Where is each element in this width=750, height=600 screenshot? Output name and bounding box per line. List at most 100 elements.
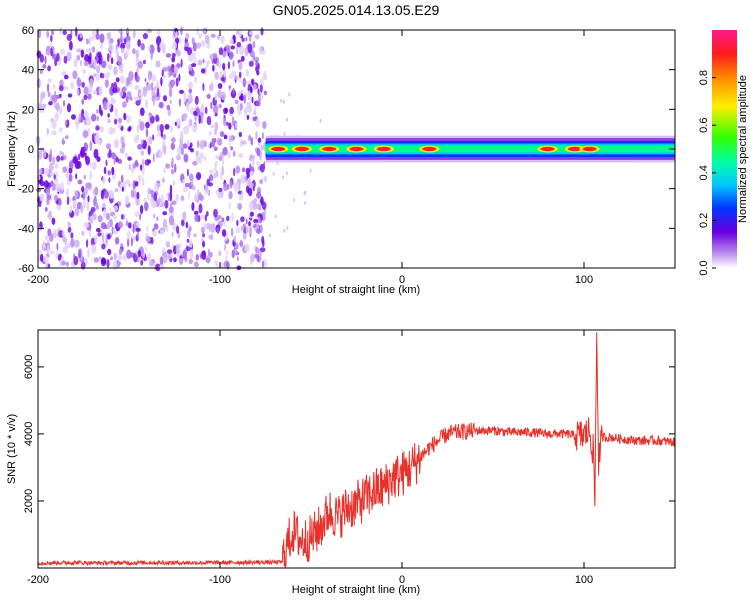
noise-speckle: [72, 199, 78, 208]
noise-speckle: [233, 235, 237, 243]
noise-speckle: [110, 256, 113, 261]
noise-speckle: [137, 143, 143, 150]
noise-speckle: [172, 180, 176, 186]
signal-band-peak: [271, 146, 286, 152]
noise-speckle: [94, 234, 98, 244]
noise-speckle: [228, 202, 231, 210]
noise-speckle: [221, 229, 227, 237]
noise-speckle: [222, 62, 226, 71]
noise-speckle: [44, 167, 50, 175]
noise-speckle: [171, 79, 175, 87]
noise-speckle: [162, 66, 168, 72]
noise-speckle: [161, 69, 164, 77]
noise-speckle: [186, 168, 189, 177]
noise-speckle: [158, 196, 161, 205]
noise-speckle: [202, 233, 206, 238]
noise-speckle: [253, 83, 257, 91]
noise-speckle: [56, 204, 62, 211]
noise-speckle: [259, 179, 264, 185]
noise-speckle: [210, 101, 213, 110]
noise-speckle: [82, 130, 89, 139]
noise-speckle: [186, 238, 190, 243]
noise-speckle: [235, 122, 238, 129]
noise-speckle: [204, 106, 208, 115]
noise-speckle: [148, 261, 155, 267]
noise-speckle: [204, 34, 210, 44]
noise-speckle: [248, 226, 253, 235]
noise-speckle: [213, 172, 216, 179]
noise-speckle: [45, 188, 51, 197]
noise-speckle: [156, 132, 162, 137]
noise-speckle: [229, 106, 234, 115]
noise-speckle: [138, 91, 143, 97]
noise-speckle: [190, 180, 194, 186]
noise-speckle: [92, 29, 96, 37]
noise-speckle: [150, 115, 155, 124]
noise-speckle: [145, 121, 150, 129]
noise-speckle: [159, 229, 165, 235]
noise-speckle: [210, 33, 216, 38]
noise-speckle: [155, 60, 161, 68]
noise-speckle: [149, 190, 155, 195]
noise-speckle: [134, 85, 138, 91]
noise-speckle: [174, 121, 177, 126]
noise-speckle: [175, 31, 178, 39]
noise-speckle: [106, 221, 111, 230]
noise-speckle: [272, 171, 275, 176]
noise-speckle: [147, 137, 151, 147]
noise-speckle: [152, 153, 155, 163]
noise-speckle: [135, 75, 140, 83]
noise-speckle: [173, 65, 178, 74]
noise-speckle: [92, 189, 96, 195]
noise-speckle: [45, 50, 51, 55]
noise-speckle: [214, 121, 219, 132]
noise-speckle: [243, 94, 246, 104]
noise-speckle: [99, 33, 105, 44]
noise-speckle: [197, 59, 203, 66]
noise-speckle: [156, 182, 161, 187]
noise-speckle: [156, 87, 160, 98]
noise-speckle: [113, 118, 118, 125]
noise-speckle: [198, 115, 201, 124]
noise-speckle: [122, 101, 127, 108]
noise-speckle: [120, 174, 124, 183]
noise-speckle: [63, 100, 66, 107]
noise-speckle: [109, 86, 115, 96]
noise-speckle: [79, 60, 83, 67]
noise-speckle: [176, 225, 180, 234]
noise-speckle: [76, 48, 82, 53]
noise-speckle: [173, 163, 177, 173]
noise-speckle: [152, 134, 155, 141]
noise-speckle: [134, 181, 139, 187]
noise-speckle: [217, 137, 223, 146]
noise-speckle: [97, 215, 103, 223]
noise-speckle: [51, 130, 57, 136]
noise-speckle: [203, 140, 207, 148]
noise-speckle: [134, 159, 138, 167]
noise-speckle: [189, 118, 193, 127]
noise-speckle: [39, 193, 45, 202]
noise-speckle: [188, 225, 192, 232]
noise-speckle: [107, 248, 112, 256]
noise-speckle: [119, 35, 124, 44]
noise-speckle: [58, 127, 63, 133]
noise-speckle: [259, 95, 264, 100]
noise-speckle: [91, 46, 96, 53]
noise-speckle: [200, 68, 206, 74]
noise-speckle: [283, 99, 285, 104]
noise-speckle: [80, 204, 84, 214]
noise-speckle: [147, 159, 152, 164]
colorbar-tick-label: 0.2: [698, 213, 710, 228]
noise-speckle: [74, 239, 80, 248]
noise-speckle: [248, 60, 254, 67]
noise-speckle: [164, 124, 170, 130]
noise-speckle: [153, 223, 159, 230]
noise-speckle: [103, 166, 107, 175]
noise-speckle: [254, 253, 259, 259]
noise-speckle: [260, 196, 264, 206]
noise-speckle: [71, 114, 76, 120]
noise-speckle: [140, 150, 145, 156]
noise-speckle: [108, 177, 111, 183]
noise-speckle: [93, 197, 97, 207]
